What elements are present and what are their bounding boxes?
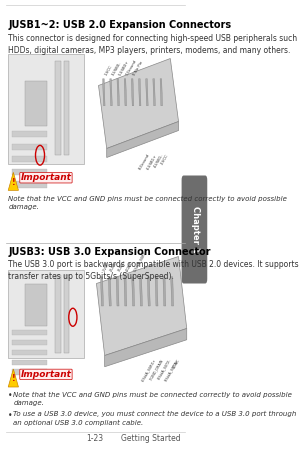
FancyBboxPatch shape: [8, 270, 84, 358]
Text: 2.VCC: 2.VCC: [160, 153, 170, 165]
Polygon shape: [8, 172, 19, 190]
Polygon shape: [153, 79, 155, 106]
Text: 5.USB0+: 5.USB0+: [118, 59, 130, 76]
FancyBboxPatch shape: [12, 131, 47, 137]
Text: 8.Ground: 8.Ground: [139, 153, 151, 171]
Text: 4.GND: 4.GND: [125, 260, 134, 272]
Text: 6.StdA_SSRX+: 6.StdA_SSRX+: [141, 358, 157, 382]
Polygon shape: [105, 328, 187, 367]
Text: This connector is designed for connecting high-speed USB peripherals such as USB: This connector is designed for connectin…: [8, 34, 300, 54]
Text: •: •: [8, 392, 13, 400]
Text: JUSB3: USB 3.0 Expansion Connector: JUSB3: USB 3.0 Expansion Connector: [8, 247, 211, 256]
FancyBboxPatch shape: [12, 144, 47, 150]
Text: !: !: [11, 374, 15, 383]
FancyBboxPatch shape: [12, 181, 47, 188]
Text: 6.USB1+: 6.USB1+: [146, 153, 158, 170]
Polygon shape: [140, 277, 142, 306]
Text: The USB 3.0 port is backwards compatible with USB 2.0 devices. It supports data
: The USB 3.0 port is backwards compatible…: [8, 260, 300, 281]
Text: To use a USB 3.0 device, you must connect the device to a USB 3.0 port through
a: To use a USB 3.0 device, you must connec…: [13, 411, 297, 426]
Text: Getting Started: Getting Started: [121, 434, 181, 443]
FancyBboxPatch shape: [64, 61, 69, 155]
Polygon shape: [147, 277, 150, 306]
FancyBboxPatch shape: [12, 169, 47, 175]
FancyBboxPatch shape: [12, 340, 47, 345]
Text: Important: Important: [20, 173, 71, 182]
Text: Chapter 1: Chapter 1: [190, 206, 200, 253]
FancyBboxPatch shape: [12, 330, 47, 335]
Text: 9.No Pin: 9.No Pin: [132, 60, 144, 76]
Polygon shape: [146, 79, 148, 106]
FancyBboxPatch shape: [12, 360, 47, 365]
Polygon shape: [124, 79, 127, 106]
Text: 2.USB-: 2.USB-: [110, 260, 119, 272]
FancyBboxPatch shape: [182, 176, 207, 284]
Polygon shape: [96, 256, 187, 356]
Polygon shape: [103, 79, 105, 106]
FancyBboxPatch shape: [25, 81, 47, 126]
Polygon shape: [160, 79, 163, 106]
Text: Note that the VCC and GND pins must be connected correctly to avoid possible
dam: Note that the VCC and GND pins must be c…: [13, 392, 292, 405]
Text: 1.VCC: 1.VCC: [103, 64, 113, 76]
FancyBboxPatch shape: [56, 274, 61, 353]
Polygon shape: [132, 277, 135, 306]
Polygon shape: [155, 277, 158, 306]
Polygon shape: [131, 79, 134, 106]
Polygon shape: [98, 58, 178, 148]
Text: 5.StdA_SSRX-: 5.StdA_SSRX-: [133, 249, 148, 272]
Polygon shape: [124, 277, 127, 306]
Polygon shape: [139, 79, 141, 106]
FancyBboxPatch shape: [8, 54, 84, 164]
Text: JUSB1~2: USB 2.0 Expansion Connectors: JUSB1~2: USB 2.0 Expansion Connectors: [8, 20, 231, 30]
Text: Note that the VCC and GND pins must be connected correctly to avoid possible
dam: Note that the VCC and GND pins must be c…: [8, 196, 287, 210]
Polygon shape: [117, 79, 119, 106]
Polygon shape: [116, 277, 119, 306]
Text: !: !: [11, 178, 15, 187]
Text: 7.Ground: 7.Ground: [125, 58, 138, 76]
Text: 10.NC: 10.NC: [172, 358, 181, 369]
Polygon shape: [100, 277, 103, 306]
Text: 3.USB+: 3.USB+: [117, 259, 127, 272]
Text: 1.VCC: 1.VCC: [102, 261, 110, 272]
Polygon shape: [163, 277, 166, 306]
Text: •: •: [8, 411, 13, 420]
Text: 7.GND_DRAIN: 7.GND_DRAIN: [148, 358, 164, 381]
Polygon shape: [107, 122, 178, 158]
Text: 4.USB1-: 4.USB1-: [153, 153, 164, 169]
Text: 3.USB0-: 3.USB0-: [111, 61, 122, 77]
Polygon shape: [110, 79, 112, 106]
Text: Important: Important: [20, 370, 71, 379]
Polygon shape: [108, 277, 111, 306]
FancyBboxPatch shape: [25, 284, 47, 326]
FancyBboxPatch shape: [12, 156, 47, 162]
FancyBboxPatch shape: [12, 369, 47, 375]
Text: 9.StdA_SSTX+: 9.StdA_SSTX+: [164, 358, 180, 382]
Text: 8.StdA_SSTX-: 8.StdA_SSTX-: [156, 358, 171, 380]
FancyBboxPatch shape: [12, 350, 47, 355]
FancyBboxPatch shape: [56, 61, 61, 155]
Polygon shape: [171, 277, 174, 306]
FancyBboxPatch shape: [64, 274, 69, 353]
Text: 1-23: 1-23: [86, 434, 103, 443]
Polygon shape: [8, 369, 19, 387]
